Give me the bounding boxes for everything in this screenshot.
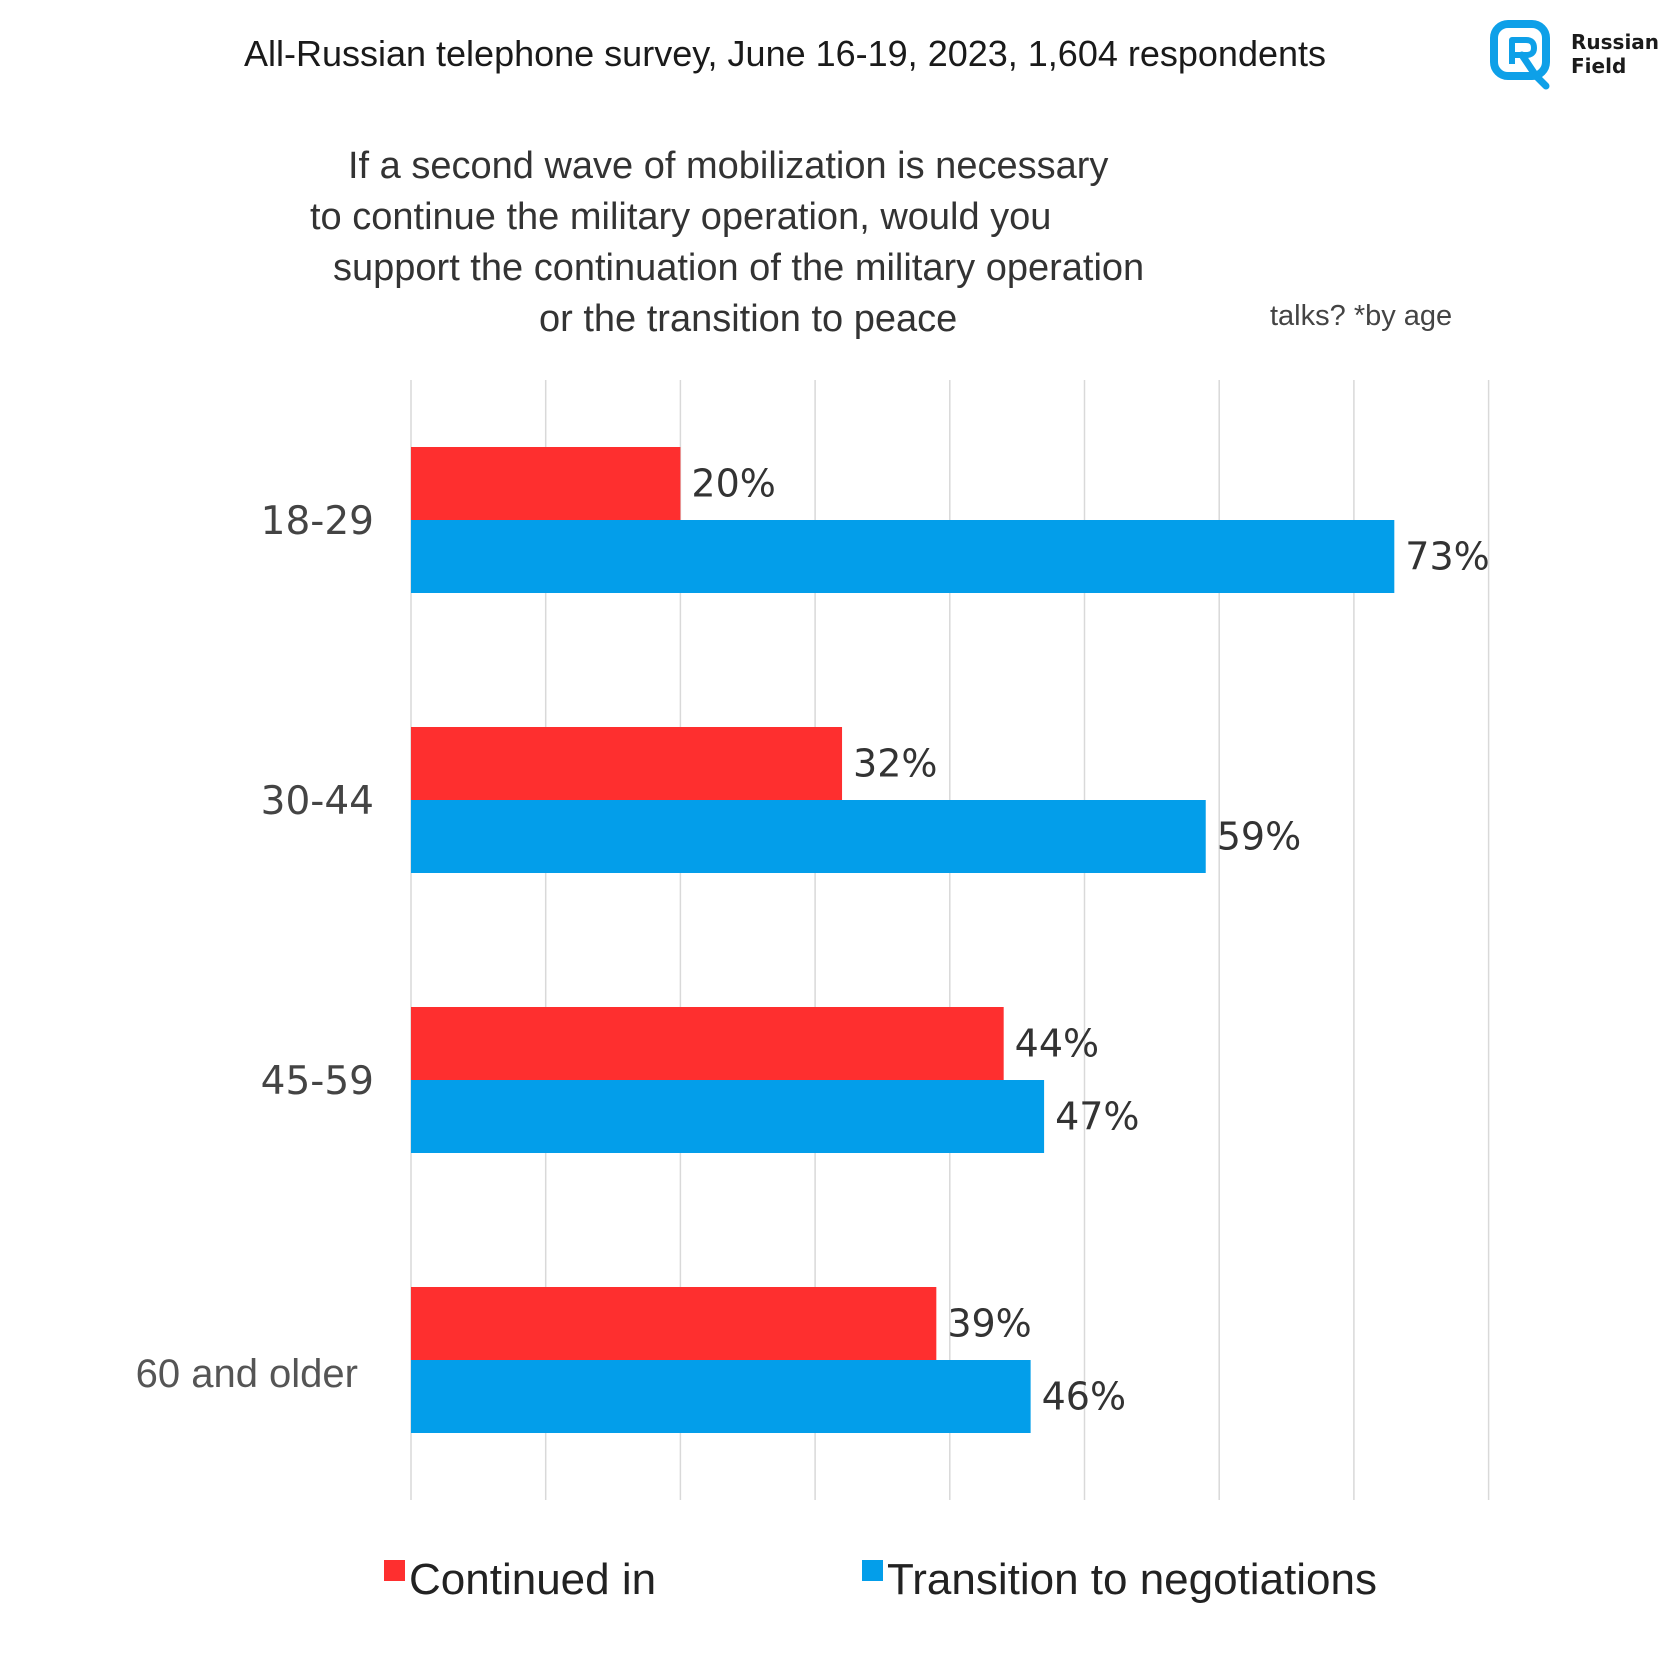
bar-negotiations bbox=[411, 1080, 1045, 1153]
question-line-2: to continue the military operation, woul… bbox=[310, 196, 1052, 238]
legend-label-negotiations: Transition to negotiations bbox=[887, 1555, 1377, 1604]
survey-header: All-Russian telephone survey, June 16-19… bbox=[243, 33, 1327, 74]
question-line-4: or the transition to peace bbox=[539, 298, 958, 340]
bar-continued bbox=[411, 1007, 1004, 1080]
value-label-continued: 20% bbox=[691, 462, 775, 506]
bar-chart: 18-29 30-44 45-59 60 and older 20% 32% 44% 39% 7… bbox=[136, 380, 1490, 1500]
category-label: 60 and older bbox=[136, 1352, 358, 1396]
value-label-continued: 39% bbox=[947, 1302, 1031, 1346]
category-label: 30-44 bbox=[261, 779, 374, 824]
question-suffix: talks? *by age bbox=[1270, 300, 1453, 332]
value-label-negotiations: 46% bbox=[1042, 1375, 1126, 1419]
value-label-negotiations: 59% bbox=[1217, 815, 1301, 859]
value-label-negotiations: 47% bbox=[1055, 1095, 1139, 1139]
question-line-3: support the continuation of the military… bbox=[333, 247, 1145, 289]
russian-field-logo bbox=[1490, 20, 1680, 92]
question-line-1: If a second wave of mobilization is nece… bbox=[348, 145, 1109, 187]
bar-negotiations bbox=[411, 520, 1395, 593]
bar-continued bbox=[411, 447, 681, 520]
bar-continued bbox=[411, 727, 843, 800]
logo-mark-icon bbox=[1490, 20, 1550, 90]
bar-negotiations bbox=[411, 1360, 1031, 1433]
bar-negotiations bbox=[411, 800, 1206, 873]
value-label-negotiations: 73% bbox=[1405, 535, 1489, 579]
category-label: 18-29 bbox=[261, 499, 374, 544]
legend-item-continued: Continued in bbox=[384, 1555, 656, 1605]
logo-word-field: Field bbox=[1571, 54, 1627, 78]
legend-item-negotiations: Transition to negotiations bbox=[862, 1555, 1377, 1605]
bar-continued bbox=[411, 1287, 937, 1360]
legend-swatch-red bbox=[384, 1559, 405, 1581]
legend-label-continued: Continued in bbox=[409, 1555, 657, 1604]
value-label-continued: 32% bbox=[853, 742, 937, 786]
value-label-continued: 44% bbox=[1015, 1022, 1099, 1066]
legend-swatch-blue bbox=[862, 1559, 883, 1581]
category-label: 45-59 bbox=[261, 1059, 374, 1104]
logo-word-russian: Russian bbox=[1571, 30, 1660, 54]
